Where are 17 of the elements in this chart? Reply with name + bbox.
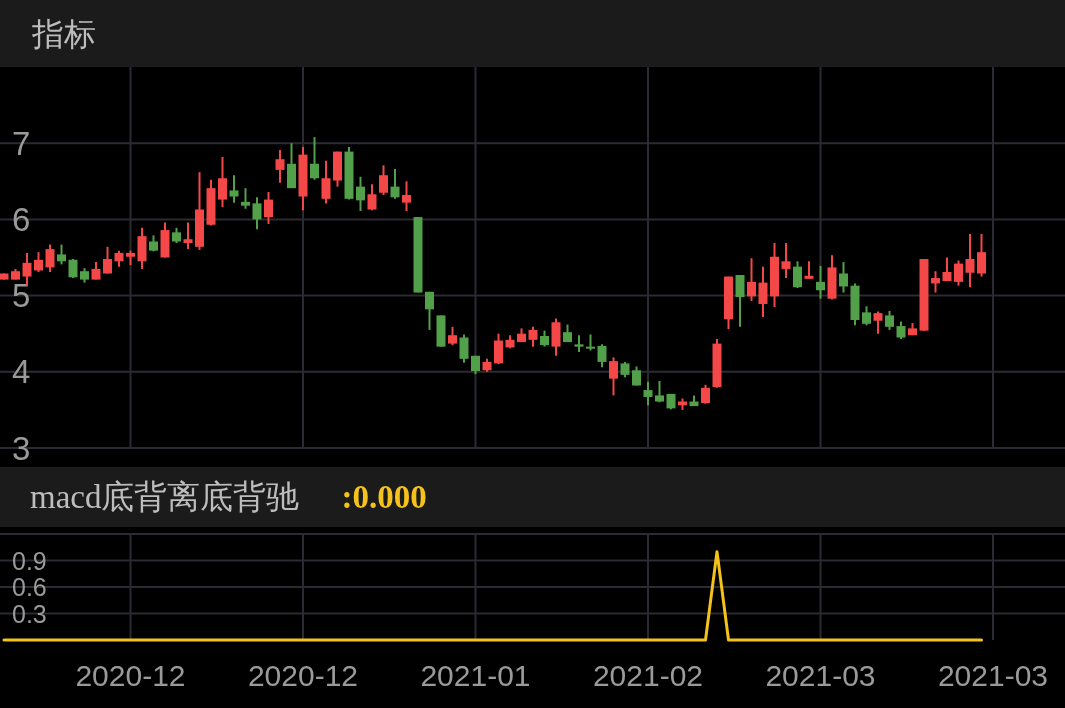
x-tick-label: 2021-01: [420, 658, 531, 692]
chart-title: macd底背离底背驰: [30, 479, 300, 515]
y-tick-label: 6: [12, 200, 31, 238]
x-tick-label: 2020-12: [75, 658, 186, 692]
x-tick-label: 2021-03: [937, 658, 1049, 692]
chart-title: 指标: [31, 15, 96, 52]
text: :0.000: [341, 479, 427, 515]
y-tick-label: 3: [12, 429, 31, 467]
y-tick-label: 0.3: [12, 599, 47, 628]
x-tick-label: 2020-12: [247, 658, 359, 692]
x-tick-label: 2021-02: [592, 658, 704, 692]
x-tick-label: 2021-03: [765, 658, 876, 692]
y-tick-label: 0.6: [12, 573, 47, 601]
y-tick-label: 7: [12, 124, 31, 162]
y-tick-label: 4: [12, 353, 31, 391]
y-tick-label: 0.9: [12, 546, 47, 575]
y-tick-label: 5: [12, 277, 31, 315]
